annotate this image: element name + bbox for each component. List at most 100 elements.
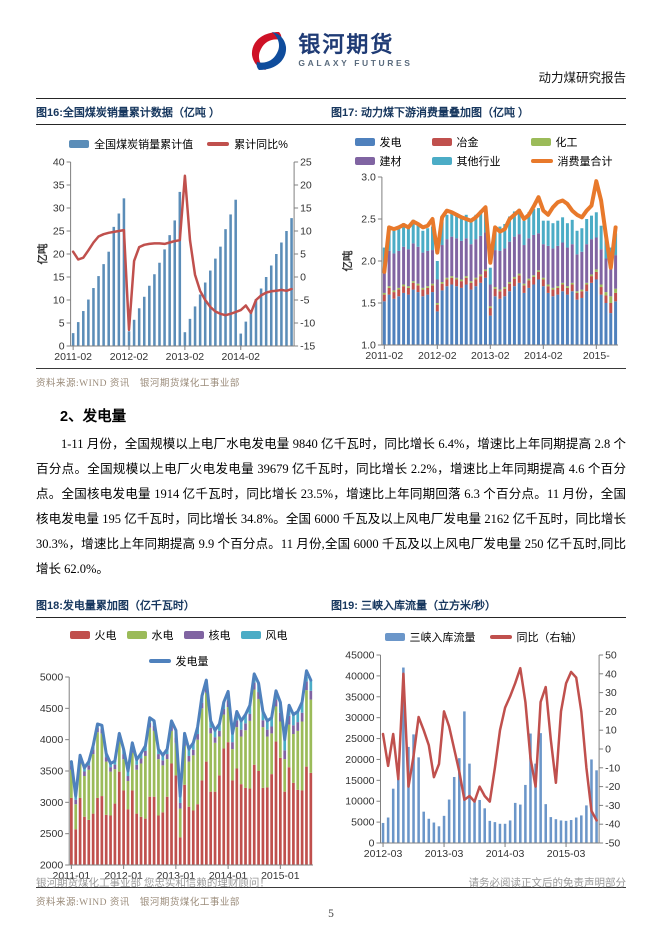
fig17-legend: 发电 冶金 化工 建材 其他行业 消费量合计	[341, 134, 626, 169]
svg-text:亿吨: 亿吨	[36, 243, 49, 264]
svg-text:40: 40	[605, 668, 617, 680]
svg-text:2014-01: 2014-01	[209, 870, 248, 882]
legend-swatch	[207, 142, 230, 146]
footer-left-text: 银河期货煤化工事业部 您忠实和信赖的理财顾问！	[36, 877, 270, 889]
svg-text:-50: -50	[605, 838, 620, 850]
svg-text:2000: 2000	[40, 860, 64, 872]
legend-swatch	[126, 631, 147, 639]
legend-item: 风电	[240, 627, 288, 643]
svg-text:1.5: 1.5	[361, 298, 376, 310]
svg-text:0: 0	[300, 272, 306, 284]
svg-text:2011-02: 2011-02	[365, 350, 403, 362]
svg-text:10: 10	[300, 226, 312, 238]
fig18-title: 图18:发电量累加图（亿千瓦时）	[36, 600, 195, 612]
svg-text:2013-02: 2013-02	[471, 350, 510, 362]
figure-titles-row-2: 图18:发电量累加图（亿千瓦时） 图19: 三峡入库流量（立方米/秒）	[36, 592, 626, 618]
svg-text:0: 0	[369, 838, 375, 850]
svg-text:15: 15	[53, 272, 65, 284]
svg-text:45000: 45000	[345, 650, 374, 662]
svg-text:2012-02: 2012-02	[110, 351, 149, 363]
svg-text:15000: 15000	[345, 775, 374, 787]
chart-fig19: 三峡入库流量 同比（右轴） 0 5000 10000 15000 20000 25000 30…	[341, 625, 626, 883]
source-note-1: 资料来源:WIND 资讯 银河期货煤化工事业部	[36, 379, 240, 389]
svg-text:4500: 4500	[40, 703, 64, 715]
svg-text:2011-02: 2011-02	[54, 351, 92, 363]
header-divider	[36, 98, 626, 99]
chart-fig17: 发电 冶金 化工 建材 其他行业 消费量合计 1.0 1.5 2.0 2.5 3.0 2011-02…	[341, 132, 626, 364]
legend-swatch	[431, 138, 452, 146]
chart-fig18: 火电 水电 核电 风电 发电量 2000 2500 3000 3500 4000 4500 5000…	[36, 625, 321, 883]
fig19-legend: 三峡入库流量 同比（右轴）	[341, 627, 626, 647]
svg-text:0: 0	[605, 744, 611, 756]
legend-item: 发电	[354, 134, 402, 150]
svg-text:2015-01: 2015-01	[261, 870, 300, 882]
fig17-title: 图17: 动力煤下游消费量叠加图（亿吨 ）	[331, 107, 530, 119]
footer-right-text: 请务必阅读正文后的免责声明部分	[468, 877, 627, 889]
svg-text:40: 40	[53, 157, 65, 169]
legend-swatch	[384, 633, 405, 641]
logo-cn: 银河期货	[298, 32, 395, 58]
svg-text:30000: 30000	[345, 712, 374, 724]
svg-text:2013-01: 2013-01	[157, 870, 196, 882]
svg-text:10: 10	[605, 725, 617, 737]
svg-text:10: 10	[53, 295, 65, 307]
legend-item: 核电	[183, 627, 231, 643]
svg-text:25000: 25000	[345, 733, 374, 745]
svg-text:3500: 3500	[40, 766, 64, 778]
svg-text:2012-03: 2012-03	[364, 848, 403, 860]
svg-text:40000: 40000	[345, 670, 374, 682]
section-heading: 2、发电量	[60, 409, 127, 425]
fig16-title: 图16:全国煤炭销量累计数据（亿吨 ）	[36, 107, 220, 119]
svg-text:35000: 35000	[345, 691, 374, 703]
logo-text: 银河期货 GALAXY FUTURES	[298, 34, 412, 68]
legend-swatch	[240, 631, 261, 639]
fig19-title: 图19: 三峡入库流量（立方米/秒）	[331, 600, 497, 612]
svg-text:4000: 4000	[40, 734, 64, 746]
svg-text:3000: 3000	[40, 797, 64, 809]
legend-item: 火电	[69, 627, 117, 643]
charts-2-divider	[36, 887, 626, 888]
svg-text:-40: -40	[605, 819, 620, 831]
legend-item: 累计同比%	[207, 136, 288, 152]
svg-text:15: 15	[300, 203, 312, 215]
svg-text:亿吨: 亿吨	[341, 250, 354, 271]
svg-text:5000: 5000	[40, 672, 64, 684]
chart-fig16: 全国煤炭销量累计值 累计同比% 0 5 10 15 20 25 30 35 40 -15 -10 -5 0…	[36, 132, 321, 364]
figure-titles-row-1: 图16:全国煤炭销量累计数据（亿吨 ） 图17: 动力煤下游消费量叠加图（亿吨 …	[36, 99, 626, 125]
svg-text:25: 25	[300, 157, 312, 169]
svg-text:20: 20	[605, 706, 617, 718]
svg-text:2011-01: 2011-01	[52, 870, 90, 882]
svg-text:3.0: 3.0	[361, 172, 376, 184]
legend-swatch	[69, 631, 90, 639]
svg-text:30: 30	[605, 687, 617, 699]
svg-text:2.5: 2.5	[361, 214, 376, 226]
svg-text:2.0: 2.0	[361, 256, 376, 268]
svg-text:30: 30	[53, 203, 65, 215]
svg-text:20: 20	[53, 249, 65, 261]
svg-text:35: 35	[53, 180, 65, 192]
svg-text:-10: -10	[300, 318, 315, 330]
legend-item: 建材	[354, 153, 402, 169]
legend-item: 同比（右轴）	[489, 629, 583, 645]
svg-text:-15: -15	[300, 341, 315, 353]
source-note-2: 资料来源:WIND 资讯 银河期货煤化工事业部	[36, 898, 240, 908]
svg-text:-10: -10	[605, 762, 620, 774]
legend-swatch	[354, 157, 375, 165]
legend-swatch	[530, 138, 551, 146]
svg-text:-30: -30	[605, 800, 620, 812]
svg-text:2013-03: 2013-03	[425, 848, 464, 860]
legend-item: 冶金	[431, 134, 501, 150]
legend-swatch	[354, 138, 375, 146]
report-type-label: 动力煤研究报告	[538, 71, 626, 85]
fig17-plot: 1.0 1.5 2.0 2.5 3.0 2011-02 2012-02 2013-02 2014…	[341, 172, 618, 362]
logo-swirl-icon	[252, 32, 287, 70]
fig18-legend: 火电 水电 核电 风电 发电量	[36, 627, 321, 669]
svg-text:10000: 10000	[345, 796, 374, 808]
page-number: 5	[328, 908, 334, 920]
logo-en: GALAXY FUTURES	[298, 58, 413, 69]
legend-swatch	[69, 140, 90, 148]
legend-swatch	[148, 659, 171, 663]
page-footer: 银河期货煤化工事业部 您忠实和信赖的理财顾问！ 请务必阅读正文后的免责声明部分	[36, 875, 626, 890]
fig16-plot: 0 5 10 15 20 25 30 35 40 -15 -10 -5 0 5 10 15 20 25 2011-0…	[36, 157, 315, 364]
svg-text:2013-02: 2013-02	[166, 351, 205, 363]
